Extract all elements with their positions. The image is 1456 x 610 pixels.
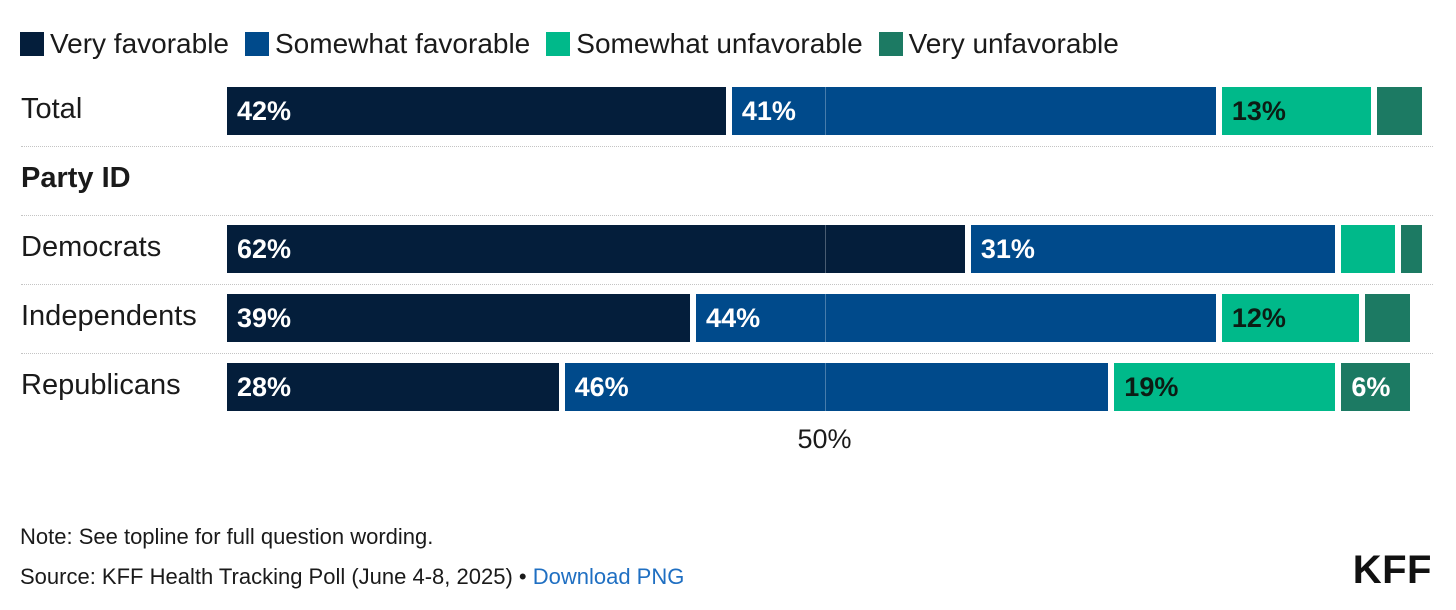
bar-independents-very-favorable: 39%: [227, 294, 691, 342]
x-axis-tick-label: 50%: [797, 424, 852, 454]
bar-democrats-very-unfavorable: [1401, 225, 1422, 273]
data-label: 6%: [1351, 371, 1391, 402]
data-label: 44%: [706, 302, 761, 333]
row-label-total: Total: [21, 93, 83, 125]
legend-swatch-very-favorable: [20, 32, 44, 56]
chart-note: Note: See topline for full question word…: [20, 524, 434, 549]
legend-label-very-favorable: Very favorable: [50, 28, 229, 59]
data-label: 42%: [237, 95, 292, 126]
bar-republicans-somewhat-unfavorable: 19%: [1114, 363, 1336, 411]
group-header-party-id: Party ID: [21, 162, 131, 194]
row-divider: [21, 146, 1433, 147]
bar-democrats-very-favorable: 62%: [227, 225, 965, 273]
legend-swatch-somewhat-favorable: [245, 32, 269, 56]
bar-total-somewhat-unfavorable: 13%: [1221, 87, 1372, 135]
legend-swatch-somewhat-unfavorable: [546, 32, 571, 56]
bar-republicans-very-unfavorable: 6%: [1341, 363, 1411, 411]
data-label: 12%: [1231, 302, 1286, 333]
source-text: Source: KFF Health Tracking Poll (June 4…: [20, 564, 513, 589]
data-label: 62%: [237, 233, 292, 264]
bar-independents-very-unfavorable: [1365, 294, 1411, 342]
row-label-republicans: Republicans: [21, 369, 181, 401]
bar-democrats-somewhat-favorable: 31%: [970, 225, 1336, 273]
legend-label-somewhat-favorable: Somewhat favorable: [275, 28, 531, 59]
row-divider: [21, 215, 1433, 216]
legend-label-somewhat-unfavorable: Somewhat unfavorable: [576, 28, 863, 59]
bar-independents-somewhat-favorable: 44%: [696, 294, 1216, 342]
row-divider: [21, 353, 1433, 354]
legend-swatch-very-unfavorable: [878, 32, 903, 56]
download-png-link[interactable]: Download PNG: [532, 564, 685, 589]
data-label: 28%: [237, 371, 292, 402]
kff-logo: KFF: [1352, 548, 1432, 592]
bar-republicans-very-favorable: 28%: [227, 363, 559, 411]
legend-label-very-unfavorable: Very unfavorable: [908, 28, 1119, 59]
bar-total-very-favorable: 42%: [227, 87, 726, 135]
legend-item-somewhat-favorable: Somewhat favorable: [245, 28, 530, 60]
data-label: 31%: [980, 233, 1035, 264]
bar-total-somewhat-favorable: 41%: [731, 87, 1216, 135]
data-label: 39%: [237, 302, 292, 333]
row-label-independents: Independents: [21, 300, 197, 332]
bar-republicans-somewhat-favorable: 46%: [564, 363, 1109, 411]
bar-independents-somewhat-unfavorable: 12%: [1221, 294, 1360, 342]
bar-democrats-somewhat-unfavorable: [1341, 225, 1396, 273]
chart-source: Source: KFF Health Tracking Poll (June 4…: [20, 564, 684, 590]
legend-item-very-unfavorable: Very unfavorable: [878, 28, 1119, 60]
source-separator: •: [512, 564, 533, 589]
row-label-democrats: Democrats: [21, 231, 162, 263]
legend-item-very-favorable: Very favorable: [20, 28, 229, 60]
row-divider: [21, 284, 1433, 285]
data-label: 41%: [741, 95, 796, 126]
data-label: 46%: [574, 371, 629, 402]
data-label: 13%: [1231, 95, 1286, 126]
data-label: 19%: [1124, 371, 1179, 402]
bar-total-very-unfavorable: [1377, 87, 1422, 135]
chart-legend: Very favorable Somewhat favorable Somewh…: [20, 24, 1135, 64]
legend-item-somewhat-unfavorable: Somewhat unfavorable: [546, 28, 863, 60]
